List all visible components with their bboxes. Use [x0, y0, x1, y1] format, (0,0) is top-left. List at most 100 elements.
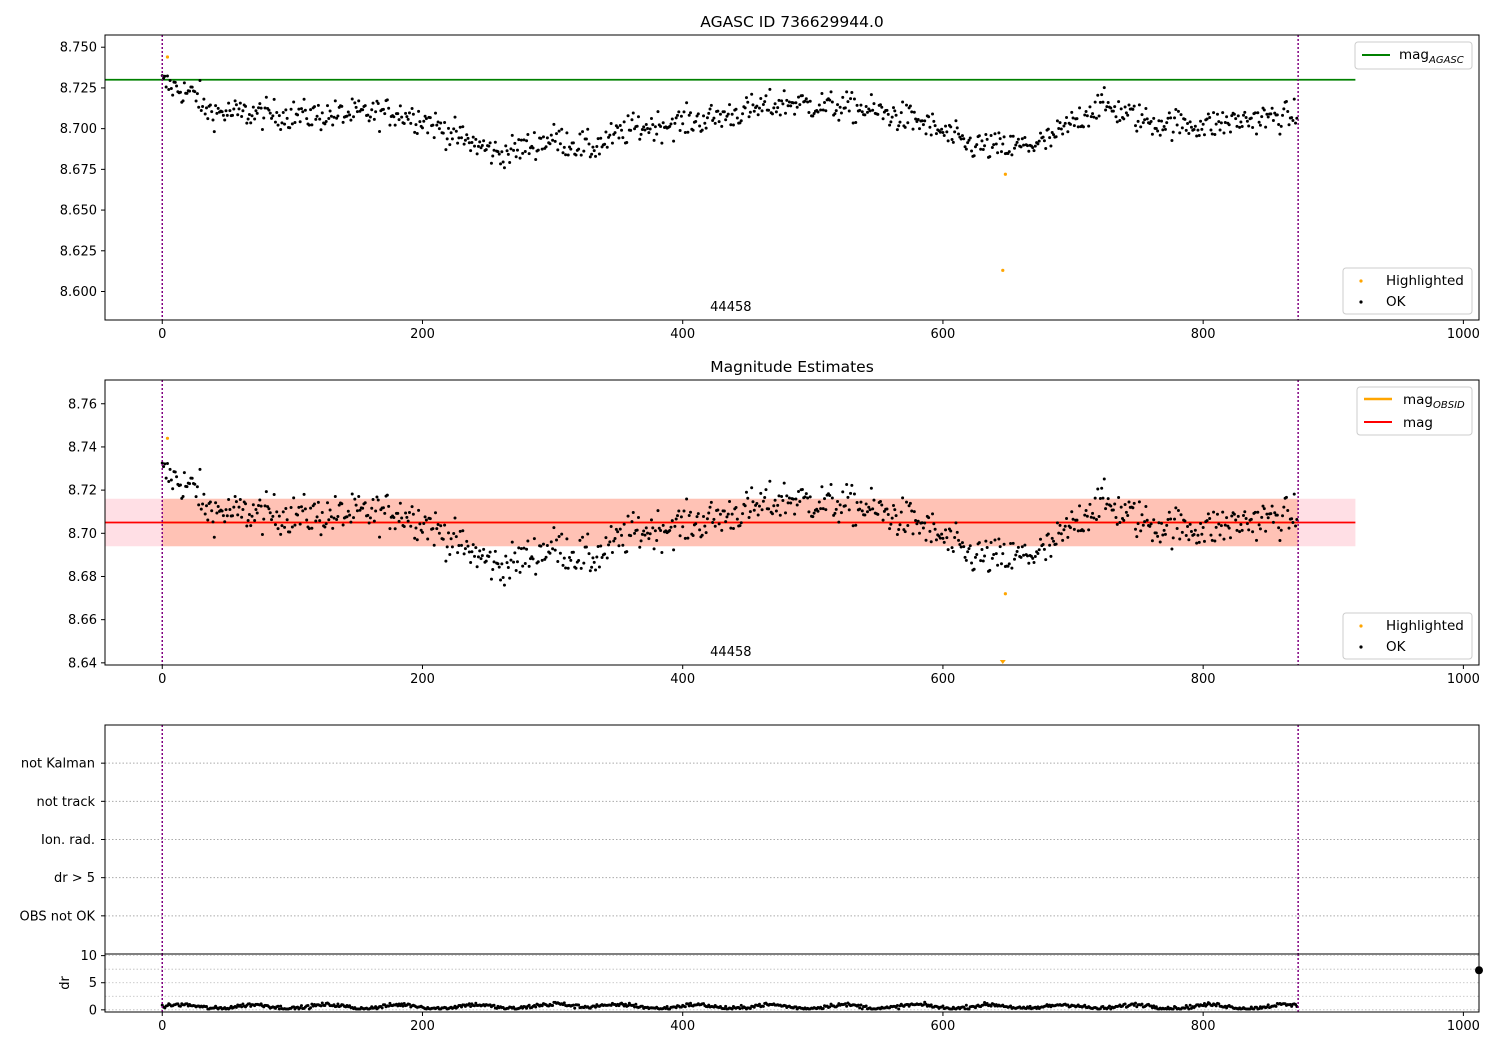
- ok-point: [704, 126, 708, 130]
- ok-point: [910, 110, 914, 114]
- dr-point: [469, 1004, 473, 1008]
- ok-point: [981, 148, 985, 152]
- ok-point: [558, 551, 562, 555]
- ok-point: [938, 130, 942, 134]
- ok-point: [402, 525, 406, 529]
- ok-point: [778, 513, 782, 517]
- ok-point: [400, 516, 404, 520]
- ok-point: [1143, 118, 1147, 122]
- ok-point: [819, 507, 823, 511]
- ok-point: [491, 154, 495, 158]
- ok-point: [497, 565, 501, 569]
- ok-point: [962, 137, 966, 141]
- ok-point: [819, 108, 823, 112]
- ok-point: [914, 117, 918, 121]
- ok-point: [499, 162, 503, 166]
- ok-point: [167, 88, 171, 92]
- ok-point: [763, 496, 767, 500]
- ok-point: [644, 123, 648, 127]
- ok-point: [912, 510, 916, 514]
- ok-point: [741, 512, 745, 516]
- ok-point: [193, 90, 197, 94]
- ok-point: [872, 498, 876, 502]
- ok-point: [1256, 111, 1260, 115]
- panel1-legend-bottom[interactable]: Highlighted OK: [1342, 267, 1473, 315]
- ok-point: [458, 125, 462, 129]
- ok-point: [1014, 143, 1018, 147]
- ok-point: [302, 97, 306, 101]
- dr-point: [473, 1004, 477, 1008]
- ok-point: [828, 493, 832, 497]
- ok-point: [420, 530, 424, 534]
- ok-point: [233, 494, 237, 498]
- ok-point: [630, 520, 634, 524]
- ok-point: [847, 508, 851, 512]
- ok-point: [698, 124, 702, 128]
- ok-point: [845, 482, 849, 486]
- ok-point: [1098, 100, 1102, 104]
- ok-point: [437, 127, 441, 131]
- y-tick-label: 8.650: [60, 204, 97, 219]
- ok-point: [500, 562, 504, 566]
- ok-point: [1206, 112, 1210, 116]
- ok-point: [985, 137, 989, 141]
- ok-point: [328, 508, 332, 512]
- ok-point: [260, 128, 264, 132]
- panel2-legend-top[interactable]: magOBSID mag: [1356, 386, 1473, 436]
- ok-point: [249, 524, 253, 528]
- ok-point: [212, 535, 216, 539]
- ok-point: [1265, 112, 1269, 116]
- panel2-obs-boundaries: [161, 380, 1299, 665]
- ok-point: [845, 90, 849, 94]
- ok-point: [328, 109, 332, 113]
- ok-point: [448, 553, 452, 557]
- ok-point: [677, 509, 681, 513]
- ok-point: [462, 142, 466, 146]
- ok-point: [761, 103, 765, 107]
- ok-point: [595, 555, 599, 559]
- panel2-legend-bottom[interactable]: Highlighted OK: [1342, 612, 1473, 660]
- ok-point: [980, 547, 984, 551]
- ok-point: [241, 109, 245, 113]
- ok-point: [352, 516, 356, 520]
- ok-point: [283, 122, 287, 126]
- ok-point: [1227, 526, 1231, 530]
- dr-point: [1140, 1002, 1144, 1006]
- x-tick-label: 600: [931, 1019, 956, 1034]
- ok-point: [244, 502, 248, 506]
- ok-point: [1137, 103, 1141, 107]
- ok-point: [237, 505, 241, 509]
- ok-point: [496, 150, 500, 154]
- ok-point: [1093, 496, 1097, 500]
- ok-point: [1092, 516, 1096, 520]
- ok-point: [1275, 113, 1279, 117]
- ok-point: [577, 558, 581, 562]
- ok-point: [182, 81, 186, 85]
- dr-point: [860, 1007, 864, 1011]
- ok-point: [803, 99, 807, 103]
- y-tick-label: 8.66: [68, 613, 97, 628]
- ok-point: [1070, 510, 1074, 514]
- ok-point: [912, 110, 916, 114]
- ok-point: [741, 112, 745, 116]
- ok-point: [1144, 505, 1148, 509]
- ok-point: [979, 559, 983, 563]
- panel1-legend-top[interactable]: magAGASC: [1354, 41, 1473, 70]
- ok-point: [329, 114, 333, 118]
- x-tick-label: 1000: [1447, 327, 1480, 342]
- flag-row-label: not Kalman: [21, 757, 95, 772]
- ok-point: [1109, 504, 1113, 508]
- ok-point: [171, 487, 175, 491]
- ok-point: [621, 136, 625, 140]
- ok-point: [545, 543, 549, 547]
- ok-point: [657, 526, 661, 530]
- ok-point: [1228, 536, 1232, 540]
- ok-point: [415, 132, 419, 136]
- ok-point: [368, 115, 372, 119]
- ok-point: [420, 126, 424, 130]
- ok-point: [350, 97, 354, 101]
- ok-point: [206, 117, 210, 121]
- ok-point: [340, 502, 344, 506]
- ok-point: [185, 91, 189, 95]
- ok-point: [445, 545, 449, 549]
